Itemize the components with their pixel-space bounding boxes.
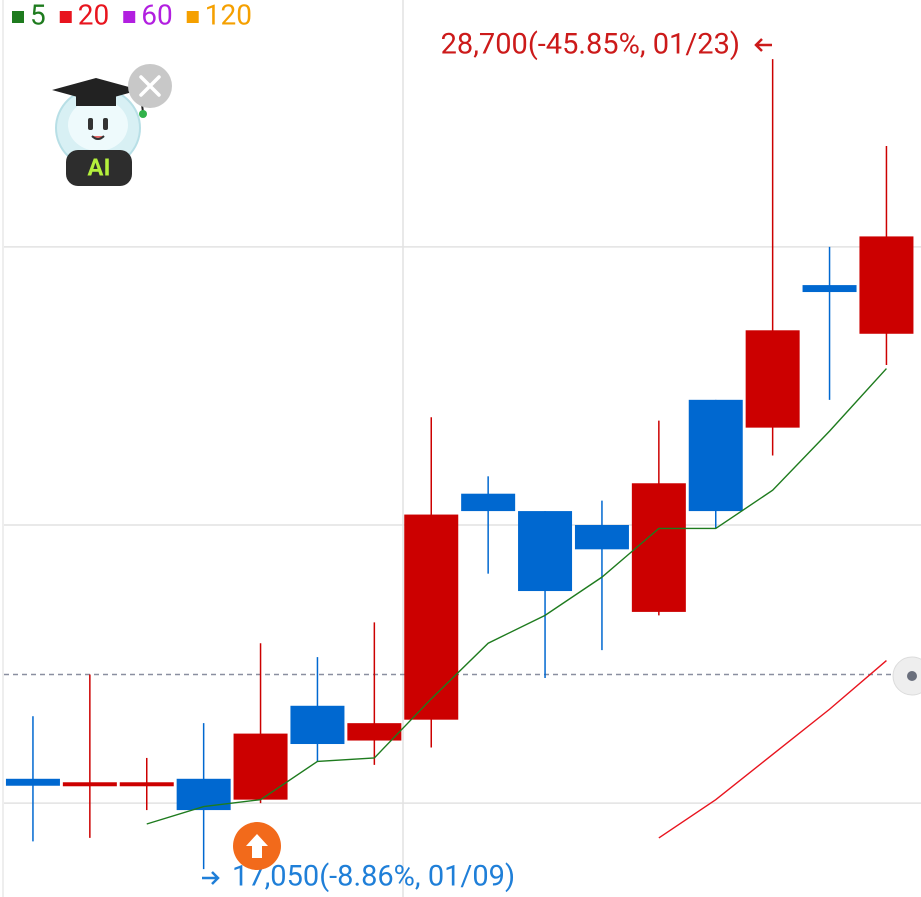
- high-arrow: [754, 38, 772, 52]
- candle-body: [745, 330, 800, 428]
- high-annotation: 28,700(-45.85%, 01/23): [441, 28, 740, 62]
- candle-body: [62, 782, 117, 787]
- legend-label: 5: [30, 0, 46, 31]
- candle-body: [119, 782, 174, 787]
- candle-body: [290, 705, 345, 745]
- candle-body: [5, 778, 60, 786]
- moving-average-line: [146, 368, 887, 825]
- candle-body: [574, 524, 629, 550]
- scroll-up-button[interactable]: [233, 822, 281, 870]
- low-annotation: 17,050(-8.86%, 01/09): [232, 860, 515, 894]
- legend: 5 20 60 120: [12, 0, 252, 31]
- ai-badge[interactable]: AI: [52, 78, 147, 186]
- candle-body: [404, 514, 459, 720]
- legend-label: 120: [205, 0, 252, 31]
- candle-body: [233, 733, 288, 800]
- legend-swatch: [59, 11, 72, 23]
- legend-label: 20: [78, 0, 109, 31]
- current-price-handle[interactable]: [892, 656, 921, 696]
- ai-badge-label: AI: [87, 153, 110, 181]
- candle-body: [802, 285, 857, 293]
- close-button[interactable]: [128, 64, 172, 108]
- candle-body: [176, 778, 231, 811]
- grid: [4, 246, 921, 804]
- candle-body: [859, 236, 914, 334]
- plot: [5, 59, 914, 870]
- legend-swatch: [123, 11, 136, 23]
- candle-body: [688, 399, 743, 512]
- candle-body: [461, 493, 516, 512]
- legend-label: 60: [141, 0, 172, 31]
- candle-body: [631, 483, 686, 612]
- moving-average-line: [658, 660, 887, 839]
- low-arrow: [202, 871, 220, 885]
- legend-swatch: [186, 11, 199, 23]
- candle-body: [518, 511, 573, 592]
- candle-body: [347, 723, 402, 741]
- legend-swatch: [12, 11, 24, 23]
